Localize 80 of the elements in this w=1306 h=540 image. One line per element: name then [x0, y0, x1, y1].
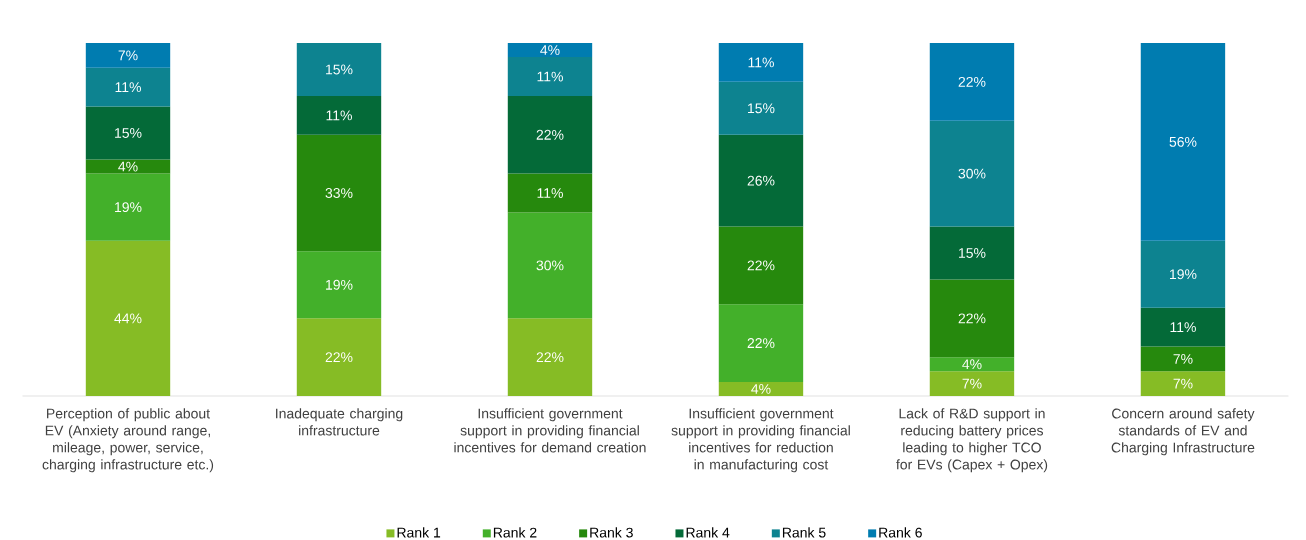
bar: [1140, 371, 1226, 396]
data-label: 22%: [958, 313, 986, 324]
data-label: 7%: [118, 50, 138, 61]
bar: [718, 304, 804, 382]
bar: [296, 318, 382, 396]
data-label: 22%: [536, 352, 564, 363]
data-label: 7%: [962, 378, 982, 389]
bar: [507, 318, 593, 396]
legend-label: Rank 3: [590, 527, 633, 538]
data-label: 11%: [1170, 322, 1196, 333]
data-label: 4%: [118, 161, 138, 172]
bar: [718, 134, 804, 227]
x-tick-label: Insufficient government support in providing financial incentives for reduction in manufacturing cost: [671, 408, 850, 473]
bar: [507, 95, 593, 174]
data-label: 15%: [326, 64, 353, 75]
bar: [85, 173, 171, 241]
legend-label: Rank 4: [686, 527, 730, 538]
bar: [296, 134, 382, 252]
bar: [296, 251, 382, 319]
bar: [507, 173, 593, 213]
bar: [1140, 43, 1226, 241]
data-label: 11%: [537, 71, 563, 82]
data-label: 56%: [1169, 136, 1197, 147]
x-tick-label: Perception of public about EV (Anxiety around range, mileage, power, service, charging infrastructure etc.): [42, 408, 214, 473]
bar: [718, 81, 804, 135]
bar: [929, 357, 1015, 372]
bar: [296, 95, 382, 135]
x-tick-label: Inadequate charging infrastructure: [276, 408, 403, 436]
data-label: 22%: [958, 76, 986, 87]
legend-label: Rank 2: [493, 527, 537, 538]
bar: [1140, 307, 1226, 347]
bar: [85, 159, 171, 174]
data-label: 11%: [537, 188, 563, 198]
bar: [929, 43, 1015, 121]
bar: [929, 120, 1015, 227]
bar: [85, 240, 171, 396]
data-label: 22%: [325, 352, 353, 363]
data-label: 26%: [747, 175, 775, 186]
data-label: 15%: [959, 248, 986, 258]
legend-label: Rank 6: [879, 527, 922, 538]
bar: [718, 226, 804, 305]
data-label: 44%: [114, 313, 142, 324]
bar: [85, 67, 171, 107]
data-label: 19%: [115, 202, 142, 213]
data-label: 4%: [540, 45, 560, 55]
data-label: 22%: [536, 129, 564, 140]
bar: [296, 43, 382, 96]
data-label: 15%: [748, 103, 775, 114]
x-tick-label: Concern around safety standards of EV and Charging Infrastructure: [1111, 408, 1255, 456]
bar: [929, 371, 1015, 396]
data-label: 7%: [1173, 378, 1193, 389]
bar: [1140, 240, 1226, 308]
data-label: 7%: [1173, 354, 1193, 364]
data-label: 30%: [958, 168, 986, 179]
bar: [929, 226, 1015, 280]
x-tick-label: Insufficient government support in providing financial incentives for demand creation: [454, 408, 646, 453]
legend-label: Rank 1: [397, 527, 441, 538]
data-label: 19%: [1170, 269, 1197, 280]
bar: [1140, 346, 1226, 372]
data-label: 11%: [326, 110, 352, 121]
data-label: 4%: [751, 384, 771, 394]
bar: [929, 279, 1015, 358]
bar: [85, 106, 171, 160]
data-label: 33%: [325, 188, 353, 198]
bar: [718, 43, 804, 82]
data-label: 15%: [115, 128, 142, 138]
bar: [85, 43, 171, 68]
data-label: 4%: [962, 359, 982, 370]
data-label: 22%: [747, 260, 775, 271]
bar: [718, 381, 804, 396]
data-label: 30%: [536, 260, 564, 271]
bar: [507, 43, 593, 58]
data-label: 22%: [747, 338, 775, 348]
data-label: 19%: [326, 279, 353, 290]
data-label: 11%: [115, 82, 141, 93]
x-tick-label: Lack of R&D support in reducing battery prices leading to higher TCO for EVs (Capex + Opex): [896, 408, 1048, 473]
legend-label: Rank 5: [782, 527, 826, 538]
bar: [507, 57, 593, 96]
data-label: 11%: [748, 57, 774, 68]
bar: [507, 212, 593, 319]
